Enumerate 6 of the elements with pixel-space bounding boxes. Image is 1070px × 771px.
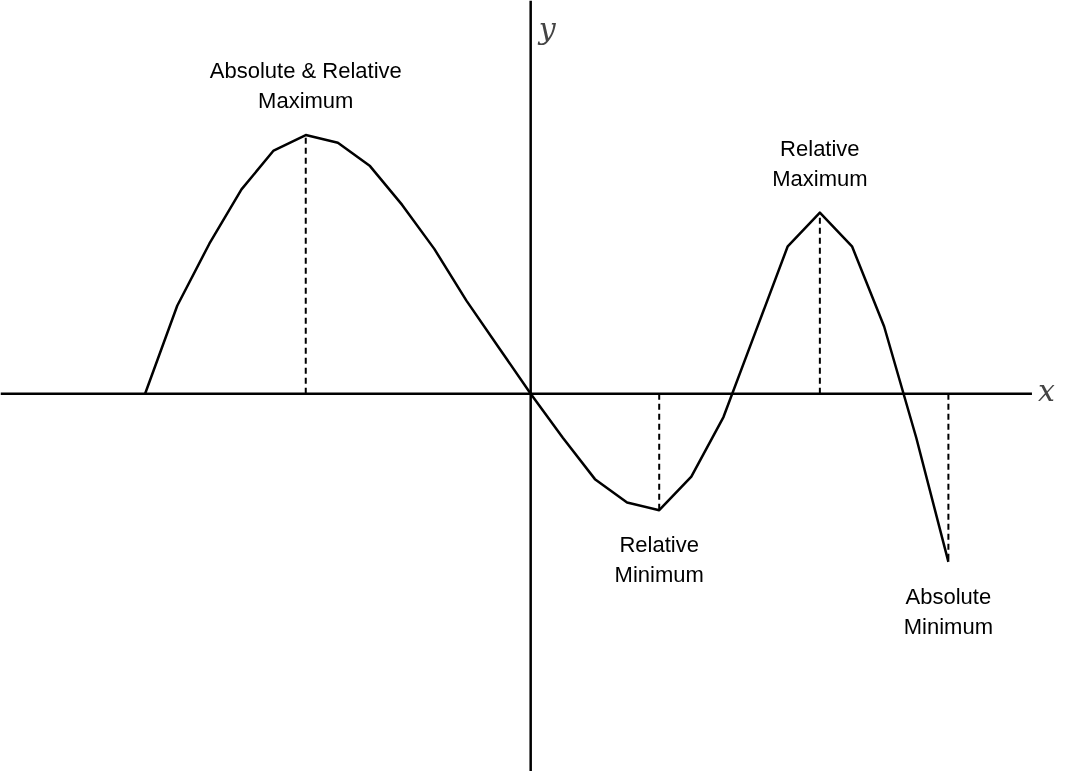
y-axis-title: y xyxy=(536,10,557,46)
annotation: Absolute & Relative Maximum xyxy=(209,58,402,114)
annotation: Absolute Minimum xyxy=(903,583,994,639)
annotation: Relative Minimum xyxy=(614,532,704,588)
x-axis-title: x xyxy=(1037,372,1055,408)
annotation: Relative Maximum xyxy=(772,135,868,191)
